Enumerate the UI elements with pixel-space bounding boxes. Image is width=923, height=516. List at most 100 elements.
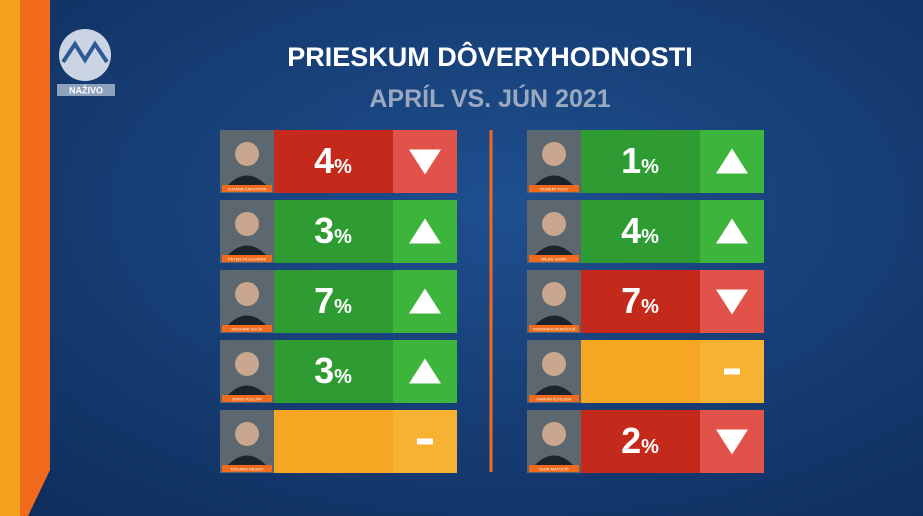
change-unit: % [641,156,659,178]
title: PRIESKUM DÔVERYHODNOSTI [287,41,693,72]
row: MARIAN KOTLEBA [527,340,764,403]
row: IGOR MATOVIČ 2% [527,410,764,473]
logo-mark [61,40,109,64]
arrow-up [409,218,441,244]
change-unit: % [641,226,659,248]
change-number: 7 [621,280,641,321]
photo-body [533,385,575,397]
row: RICHARD SULÍK 7% [220,270,457,333]
change-unit: % [334,296,352,318]
row: ZUZANA ČAPUTOVÁ 4% [220,130,457,193]
photo-head [235,212,259,236]
photo-body [226,455,268,467]
change-unit: % [334,226,352,248]
photo-body [226,175,268,187]
photo-body [533,245,575,257]
photo-head [542,142,566,166]
side-stripe-inner [0,0,20,516]
person-name: MARIAN KOTLEBA [536,397,571,402]
subtitle: APRÍL VS. JÚN 2021 [369,83,610,113]
change-value: 4% [621,210,659,251]
value-box [581,410,700,473]
photo-body [226,245,268,257]
change-value: 2% [621,420,659,461]
person-name: ZUZANA ČAPUTOVÁ [228,187,267,192]
photo-head [542,352,566,376]
name-bar [222,185,272,192]
change-number: 4 [314,140,334,181]
photo-head [235,352,259,376]
photo-body [533,315,575,327]
arrow-down [716,429,748,455]
arrow-up [409,358,441,384]
change-unit: % [641,436,659,458]
no-change-dash [417,438,433,445]
arrow-up [716,148,748,174]
value-box [274,410,393,473]
arrow-up [409,288,441,314]
row: BORIS KOLLÁR 3% [220,340,457,403]
row: MILAN UHRÍK 4% [527,200,764,263]
value-box [274,270,393,333]
name-bar [222,395,272,402]
arrow-up [716,218,748,244]
channel-logo: NAŽIVO [57,29,115,96]
change-number: 1 [621,140,641,181]
value-box [581,130,700,193]
row: EDUARD HEGER [220,410,457,473]
person-name: PETER PELLEGRINI [228,257,266,262]
change-number: 3 [314,350,334,391]
change-value: 4% [314,140,352,181]
photo-body [533,455,575,467]
change-number: 7 [314,280,334,321]
value-box [274,200,393,263]
change-value: 7% [621,280,659,321]
change-unit: % [334,156,352,178]
value-box [581,340,700,403]
photo-head [235,422,259,446]
person-name: MILAN UHRÍK [541,257,567,262]
person-name: BORIS KOLLÁR [232,397,261,402]
name-bar [529,465,579,472]
person-name: ROBERT FICO [540,187,567,192]
name-bar [529,395,579,402]
person-name: EDUARD HEGER [231,467,263,472]
photo-body [226,315,268,327]
name-bar [529,255,579,262]
person-name: RICHARD SULÍK [232,327,263,332]
value-box [274,130,393,193]
photo-head [235,142,259,166]
change-number: 2 [621,420,641,461]
change-number: 4 [621,210,641,251]
person-name: IGOR MATOVIČ [539,467,568,472]
value-box [581,200,700,263]
change-value: 3% [314,350,352,391]
row: ROBERT FICO 1% [527,130,764,193]
change-number: 3 [314,210,334,251]
photo-head [235,282,259,306]
person-name: VERONIKA REMIŠOVÁ [533,327,576,332]
photo-head [542,212,566,236]
no-change-dash [724,368,740,375]
value-box [581,270,700,333]
arrow-down [716,289,748,315]
value-box [274,340,393,403]
change-value: 1% [621,140,659,181]
photo-body [533,175,575,187]
change-value: 7% [314,280,352,321]
live-label: NAŽIVO [69,85,103,96]
live-badge [57,84,115,96]
row: PETER PELLEGRINI 3% [220,200,457,263]
arrow-down [409,149,441,175]
name-bar [222,325,272,332]
name-bar [529,185,579,192]
name-bar [529,325,579,332]
row: VERONIKA REMIŠOVÁ 7% [527,270,764,333]
photo-head [542,282,566,306]
name-bar [222,465,272,472]
photo-body [226,385,268,397]
name-bar [222,255,272,262]
